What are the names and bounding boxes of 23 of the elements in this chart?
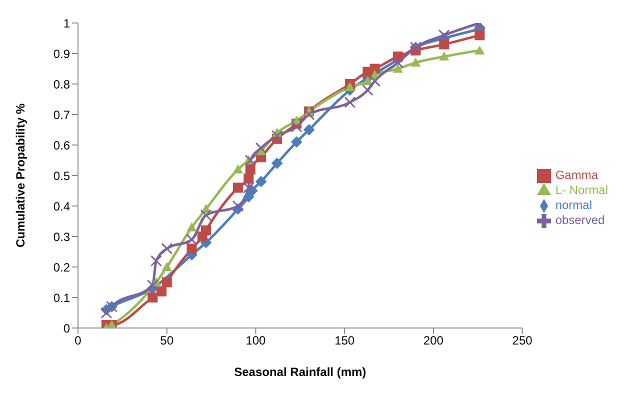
- x-tick-label: 50: [160, 334, 174, 348]
- y-tick-label: 0.3: [53, 230, 70, 244]
- y-tick-label: 0.9: [53, 46, 70, 61]
- x-axis-title: Seasonal Rainfall (mm): [234, 365, 366, 379]
- y-tick-label: 0.7: [53, 108, 70, 122]
- x-tick-label: 0: [74, 334, 82, 348]
- legend-label: Gamma: [555, 168, 598, 182]
- y-tick-label: 0.8: [53, 77, 70, 92]
- y-tick-label: 0.6: [53, 138, 70, 152]
- legend-label: observed: [555, 212, 605, 227]
- y-tick-label: 0.4: [53, 199, 70, 214]
- y-tick-label: 1: [63, 16, 70, 30]
- x-tick-label: 150: [334, 334, 355, 348]
- y-tick-label: 0.5: [53, 168, 70, 183]
- x-tick-label: 250: [512, 334, 533, 348]
- x-tick-label: 200: [423, 334, 444, 348]
- y-axis-title: Cumulative Propability %: [13, 103, 28, 248]
- x-tick-label: 100: [246, 334, 266, 348]
- y-tick-label: 0: [63, 321, 70, 336]
- y-tick-label: 0.1: [53, 290, 70, 305]
- y-tick-label: 0.2: [53, 260, 70, 274]
- legend-label: normal: [555, 198, 592, 212]
- legend-label: L- Normal: [555, 183, 608, 198]
